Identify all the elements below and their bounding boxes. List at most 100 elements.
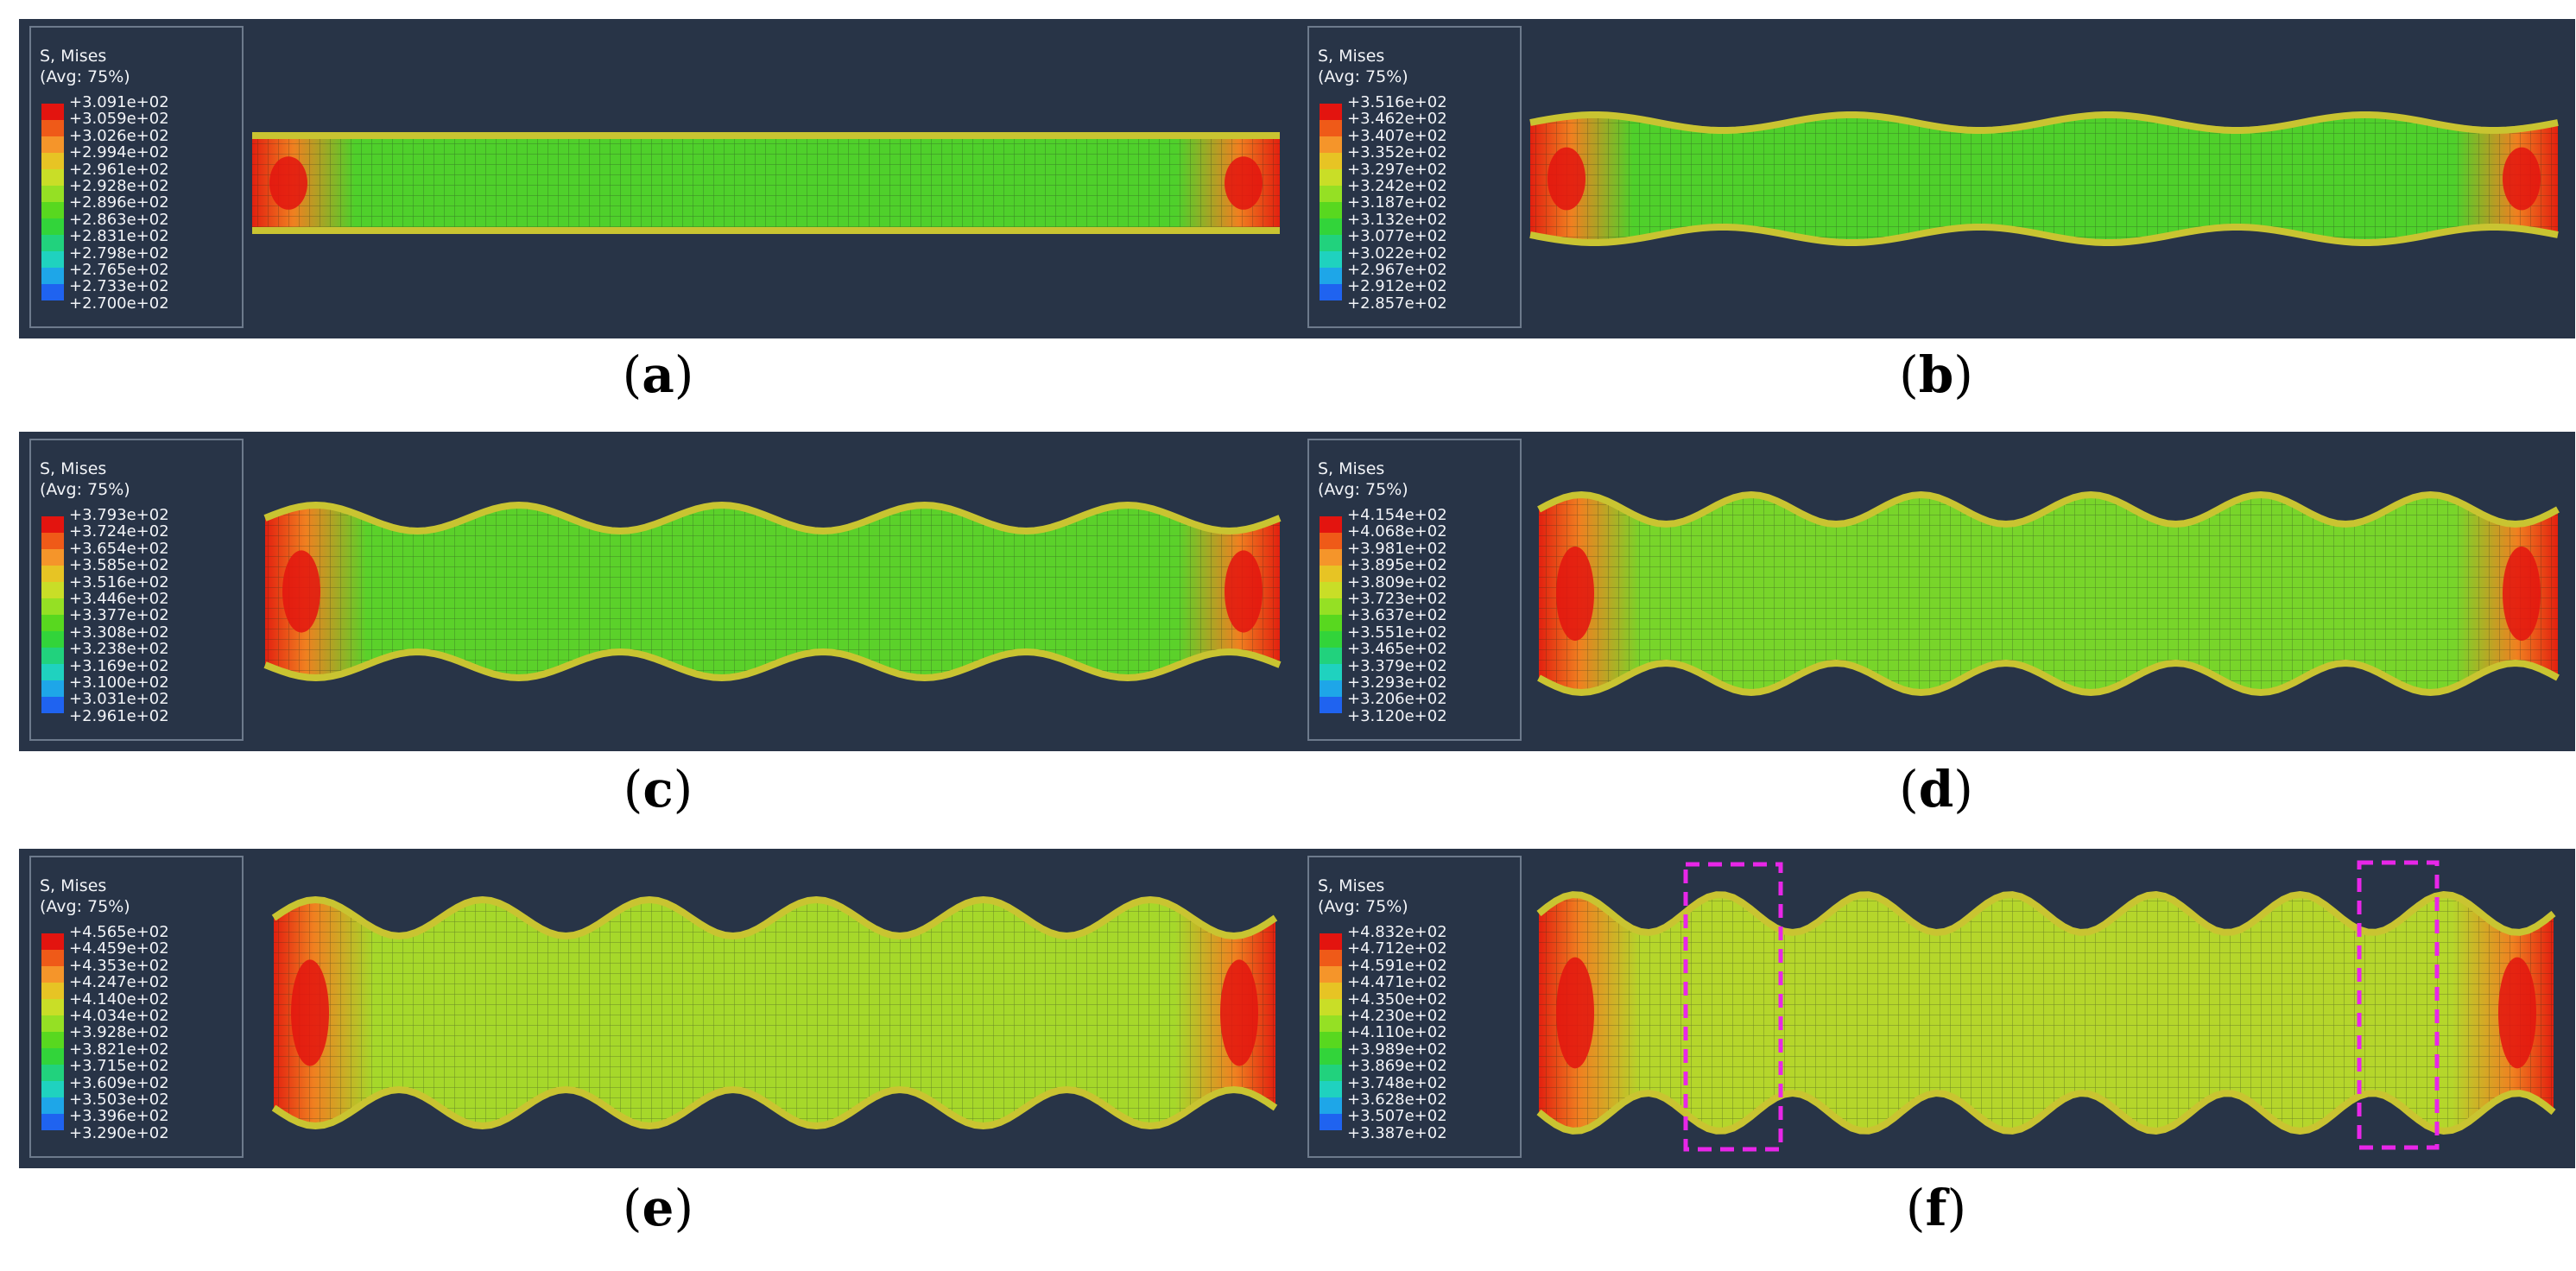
color-swatch <box>41 169 64 186</box>
legend-value: +3.724e+02 <box>69 522 169 541</box>
color-swatch <box>41 983 64 999</box>
tube-edge-top <box>1536 890 2556 937</box>
legend-value: +4.247e+02 <box>69 973 169 992</box>
color-swatch <box>41 950 64 966</box>
color-swatch <box>41 235 64 251</box>
color-swatch <box>41 582 64 598</box>
stress-hotspot-left <box>1556 546 1594 642</box>
legend-value: +3.516e+02 <box>69 572 169 591</box>
color-swatch <box>1320 268 1342 284</box>
deformed-tube-plot <box>1537 490 2560 697</box>
legend-value: +3.377e+02 <box>69 606 169 625</box>
legend-value: +2.700e+02 <box>69 294 169 313</box>
legend-subtitle: (Avg: 75%) <box>40 480 130 499</box>
stress-hotspot-right <box>1225 156 1263 210</box>
color-swatch <box>1320 680 1342 697</box>
stress-hotspot-right <box>1220 959 1258 1066</box>
color-swatch <box>1320 1065 1342 1081</box>
tube-edge-bot <box>1537 659 2560 697</box>
legend-title: S, Mises <box>1318 459 1385 478</box>
color-swatch <box>41 999 64 1015</box>
legend-subtitle: (Avg: 75%) <box>40 897 130 916</box>
stress-legend: S, Mises (Avg: 75%) +4.832e+02 +4.712e+02 +4… <box>1307 856 1522 1158</box>
caption-paren-open: ( <box>1899 760 1919 819</box>
color-swatch <box>1320 582 1342 598</box>
legend-value: +3.297e+02 <box>1347 160 1447 179</box>
panel-caption-f: (f) <box>1850 1179 2022 1237</box>
contour-panel-c: S, Mises (Avg: 75%) +3.793e+02 +3.724e+02 +3… <box>19 432 1297 751</box>
color-swatch <box>41 1114 64 1130</box>
legend-title: S, Mises <box>1318 47 1385 66</box>
legend-value: +3.387e+02 <box>1347 1123 1447 1142</box>
color-scale <box>1320 933 1342 1130</box>
legend-value: +2.798e+02 <box>69 243 169 262</box>
legend-value: +3.026e+02 <box>69 126 169 145</box>
legend-value: +3.989e+02 <box>1347 1040 1447 1059</box>
legend-value: +3.407e+02 <box>1347 126 1447 145</box>
deformed-tube-plot <box>1529 111 2559 246</box>
legend-value: +2.765e+02 <box>69 261 169 279</box>
color-swatch <box>41 1081 64 1097</box>
stress-hotspot-left <box>282 550 320 633</box>
legend-value: +3.187e+02 <box>1347 193 1447 212</box>
stress-hotspot-right <box>2498 957 2536 1069</box>
legend-value: +3.308e+02 <box>69 623 169 642</box>
tube-edge-top <box>1537 490 2560 528</box>
mesh-grid <box>1539 495 2558 692</box>
color-swatch <box>1320 104 1342 120</box>
color-swatch <box>41 566 64 582</box>
legend-value: +3.238e+02 <box>69 640 169 659</box>
caption-paren-close: ) <box>1953 345 1973 404</box>
legend-value: +2.831e+02 <box>69 227 169 246</box>
color-scale <box>41 104 64 300</box>
color-swatch <box>1320 615 1342 631</box>
deformed-tube-plot <box>1536 860 2556 1152</box>
legend-value: +3.516e+02 <box>1347 93 1447 111</box>
legend-value: +3.059e+02 <box>69 110 169 129</box>
color-swatch <box>41 533 64 549</box>
color-swatch <box>41 549 64 566</box>
color-swatch <box>1320 697 1342 713</box>
deformed-tube-plot <box>252 132 1280 234</box>
caption-paren-close: ) <box>1953 760 1973 819</box>
legend-title: S, Mises <box>40 876 107 895</box>
panel-caption-a: (a) <box>572 345 744 404</box>
contour-panel-b: S, Mises (Avg: 75%) +3.516e+02 +3.462e+02 +3… <box>1297 19 2575 338</box>
mesh-grid <box>1539 895 2554 1131</box>
legend-value: +4.459e+02 <box>69 939 169 958</box>
color-swatch <box>1320 120 1342 136</box>
color-swatch <box>41 933 64 950</box>
contour-panel-d: S, Mises (Avg: 75%) +4.154e+02 +4.068e+02 +3… <box>1297 432 2575 751</box>
stress-hotspot-left <box>1556 957 1594 1069</box>
color-swatch <box>41 680 64 697</box>
color-swatch <box>1320 950 1342 966</box>
legend-value: +3.809e+02 <box>1347 572 1447 591</box>
legend-value: +2.733e+02 <box>69 277 169 296</box>
legend-value: +3.022e+02 <box>1347 243 1447 262</box>
legend-title: S, Mises <box>40 47 107 66</box>
legend-value: +3.715e+02 <box>69 1057 169 1076</box>
legend-value: +2.961e+02 <box>69 706 169 725</box>
legend-value: +3.169e+02 <box>69 656 169 675</box>
stress-legend: S, Mises (Avg: 75%) +3.516e+02 +3.462e+02 +3… <box>1307 26 1522 328</box>
color-swatch <box>1320 648 1342 664</box>
tube-edge-top <box>263 501 1282 535</box>
legend-value: +2.928e+02 <box>69 177 169 195</box>
legend-value: +3.928e+02 <box>69 1023 169 1042</box>
mesh-grid <box>252 136 1280 231</box>
legend-value: +3.293e+02 <box>1347 673 1447 692</box>
caption-letter: b <box>1918 345 1954 404</box>
color-swatch <box>41 516 64 533</box>
legend-value: +4.068e+02 <box>1347 522 1447 541</box>
color-swatch <box>1320 136 1342 153</box>
caption-letter: c <box>642 760 674 819</box>
legend-value: +2.912e+02 <box>1347 277 1447 296</box>
legend-value: +4.353e+02 <box>69 956 169 975</box>
legend-subtitle: (Avg: 75%) <box>40 67 130 86</box>
color-swatch <box>41 186 64 202</box>
color-swatch <box>41 104 64 120</box>
color-swatch <box>41 136 64 153</box>
caption-paren-open: ( <box>622 1179 642 1237</box>
legend-value: +4.140e+02 <box>69 990 169 1009</box>
color-swatch <box>1320 1114 1342 1130</box>
